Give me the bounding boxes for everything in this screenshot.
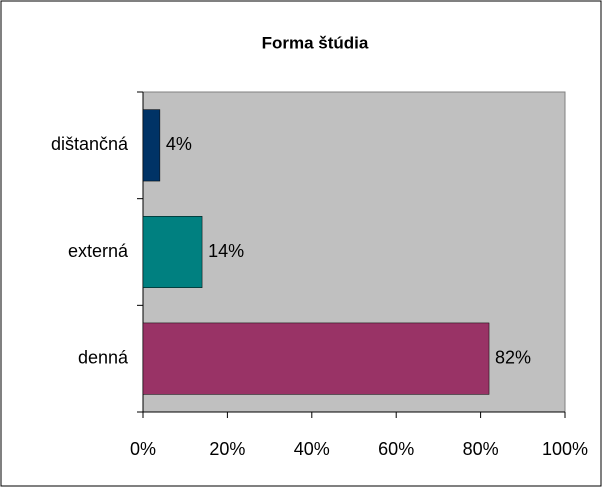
chart-title: Forma štúdia (262, 33, 369, 52)
x-tick-label: 40% (294, 439, 330, 459)
data-label: 82% (495, 347, 531, 367)
x-tick-label: 80% (463, 439, 499, 459)
y-tick-label: denná (78, 347, 129, 367)
data-label: 14% (208, 241, 244, 261)
x-tick-label: 100% (542, 439, 588, 459)
x-tick-label: 20% (209, 439, 245, 459)
x-tick-label: 60% (378, 439, 414, 459)
data-label: 4% (166, 134, 192, 154)
bar (142, 322, 490, 395)
bar (142, 216, 203, 288)
x-tick-label: 0% (130, 439, 156, 459)
bar (142, 109, 161, 182)
y-tick-label: dištančná (51, 134, 129, 154)
y-tick-label: externá (68, 241, 129, 261)
